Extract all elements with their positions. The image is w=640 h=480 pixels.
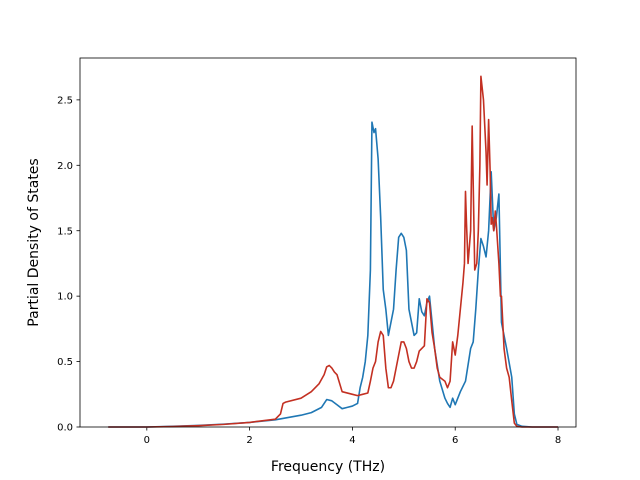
y-tick-label: 0.0 <box>57 423 73 434</box>
series-line-2 <box>108 75 559 428</box>
x-tick-label: 6 <box>452 435 458 446</box>
y-tick-label: 1.5 <box>57 226 73 237</box>
x-tick-label: 2 <box>246 435 252 446</box>
x-tick-label: 0 <box>144 435 150 446</box>
y-tick-label: 2.0 <box>57 161 73 172</box>
x-tick-label: 4 <box>349 435 355 446</box>
series-lines <box>108 75 559 428</box>
series-line-1 <box>108 121 559 428</box>
y-tick-label: 2.5 <box>57 95 73 106</box>
y-tick-label: 0.5 <box>57 357 73 368</box>
x-axis-label: Frequency (THz) <box>271 459 385 475</box>
y-axis-label: Partial Density of States <box>26 158 42 326</box>
x-tick-label: 8 <box>555 435 561 446</box>
y-tick-label: 1.0 <box>57 292 73 303</box>
tick-marks: 0 2 4 6 8 0.0 0.5 1.0 1.5 2.0 2.5 <box>57 95 561 446</box>
plot-frame <box>79 57 577 428</box>
